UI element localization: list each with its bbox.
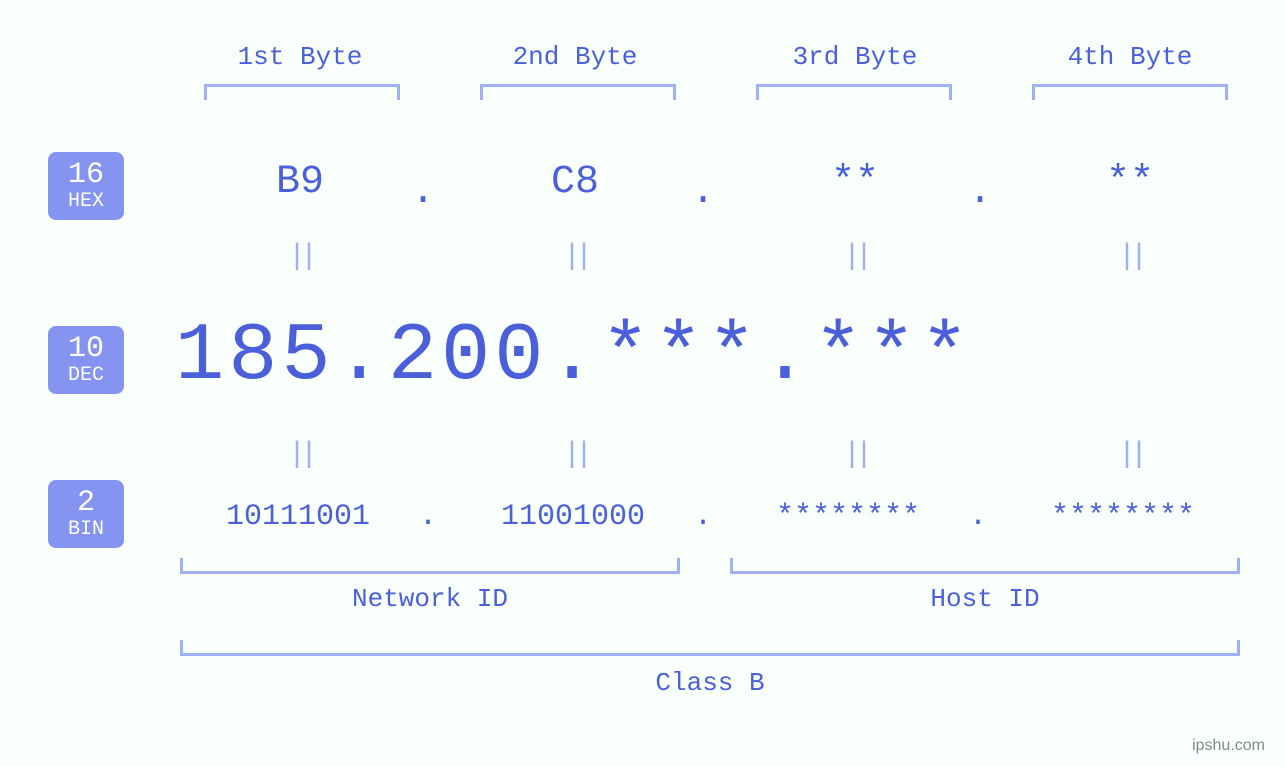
- watermark: ipshu.com: [1192, 737, 1265, 755]
- bin-dot-2: .: [693, 500, 713, 534]
- hex-byte-2: C8: [470, 160, 680, 205]
- badge-dec-num: 10: [48, 334, 124, 364]
- equals-1-4: ||: [1110, 240, 1150, 274]
- hex-byte-4: **: [1025, 160, 1235, 205]
- dec-dot-1: .: [335, 310, 388, 403]
- equals-1-2: ||: [555, 240, 595, 274]
- dec-row: 185.200.***.***: [175, 310, 973, 403]
- class-label: Class B: [180, 668, 1240, 698]
- bracket-class: [180, 640, 1240, 656]
- badge-hex-num: 16: [48, 160, 124, 190]
- badge-bin: 2 BIN: [48, 480, 124, 548]
- dec-byte-1: 185: [175, 310, 335, 403]
- top-bracket-4: [1032, 84, 1228, 100]
- equals-2-4: ||: [1110, 438, 1150, 472]
- bin-byte-4: ********: [1008, 500, 1238, 534]
- badge-hex: 16 HEX: [48, 152, 124, 220]
- equals-1-3: ||: [835, 240, 875, 274]
- byte-header-2: 2nd Byte: [470, 42, 680, 72]
- equals-2-2: ||: [555, 438, 595, 472]
- bracket-network: [180, 558, 680, 574]
- badge-dec: 10 DEC: [48, 326, 124, 394]
- byte-header-4: 4th Byte: [1025, 42, 1235, 72]
- top-bracket-1: [204, 84, 400, 100]
- equals-2-3: ||: [835, 438, 875, 472]
- hex-byte-3: **: [750, 160, 960, 205]
- hex-dot-1: .: [408, 170, 438, 215]
- badge-bin-num: 2: [48, 488, 124, 518]
- equals-2-1: ||: [280, 438, 320, 472]
- network-id-label: Network ID: [180, 584, 680, 614]
- bin-dot-3: .: [968, 500, 988, 534]
- host-id-label: Host ID: [730, 584, 1240, 614]
- dec-byte-4: ***: [814, 310, 974, 403]
- bin-byte-3: ********: [733, 500, 963, 534]
- top-bracket-2: [480, 84, 676, 100]
- top-bracket-3: [756, 84, 952, 100]
- dec-byte-3: ***: [601, 310, 761, 403]
- badge-bin-label: BIN: [48, 518, 124, 542]
- equals-1-1: ||: [280, 240, 320, 274]
- bin-dot-1: .: [418, 500, 438, 534]
- badge-dec-label: DEC: [48, 364, 124, 388]
- bin-byte-1: 10111001: [183, 500, 413, 534]
- dec-dot-2: .: [547, 310, 600, 403]
- bracket-host: [730, 558, 1240, 574]
- dec-dot-3: .: [760, 310, 813, 403]
- badge-hex-label: HEX: [48, 190, 124, 214]
- dec-byte-2: 200: [388, 310, 548, 403]
- bin-byte-2: 11001000: [458, 500, 688, 534]
- byte-header-1: 1st Byte: [195, 42, 405, 72]
- hex-byte-1: B9: [195, 160, 405, 205]
- hex-dot-3: .: [965, 170, 995, 215]
- byte-header-3: 3rd Byte: [750, 42, 960, 72]
- hex-dot-2: .: [688, 170, 718, 215]
